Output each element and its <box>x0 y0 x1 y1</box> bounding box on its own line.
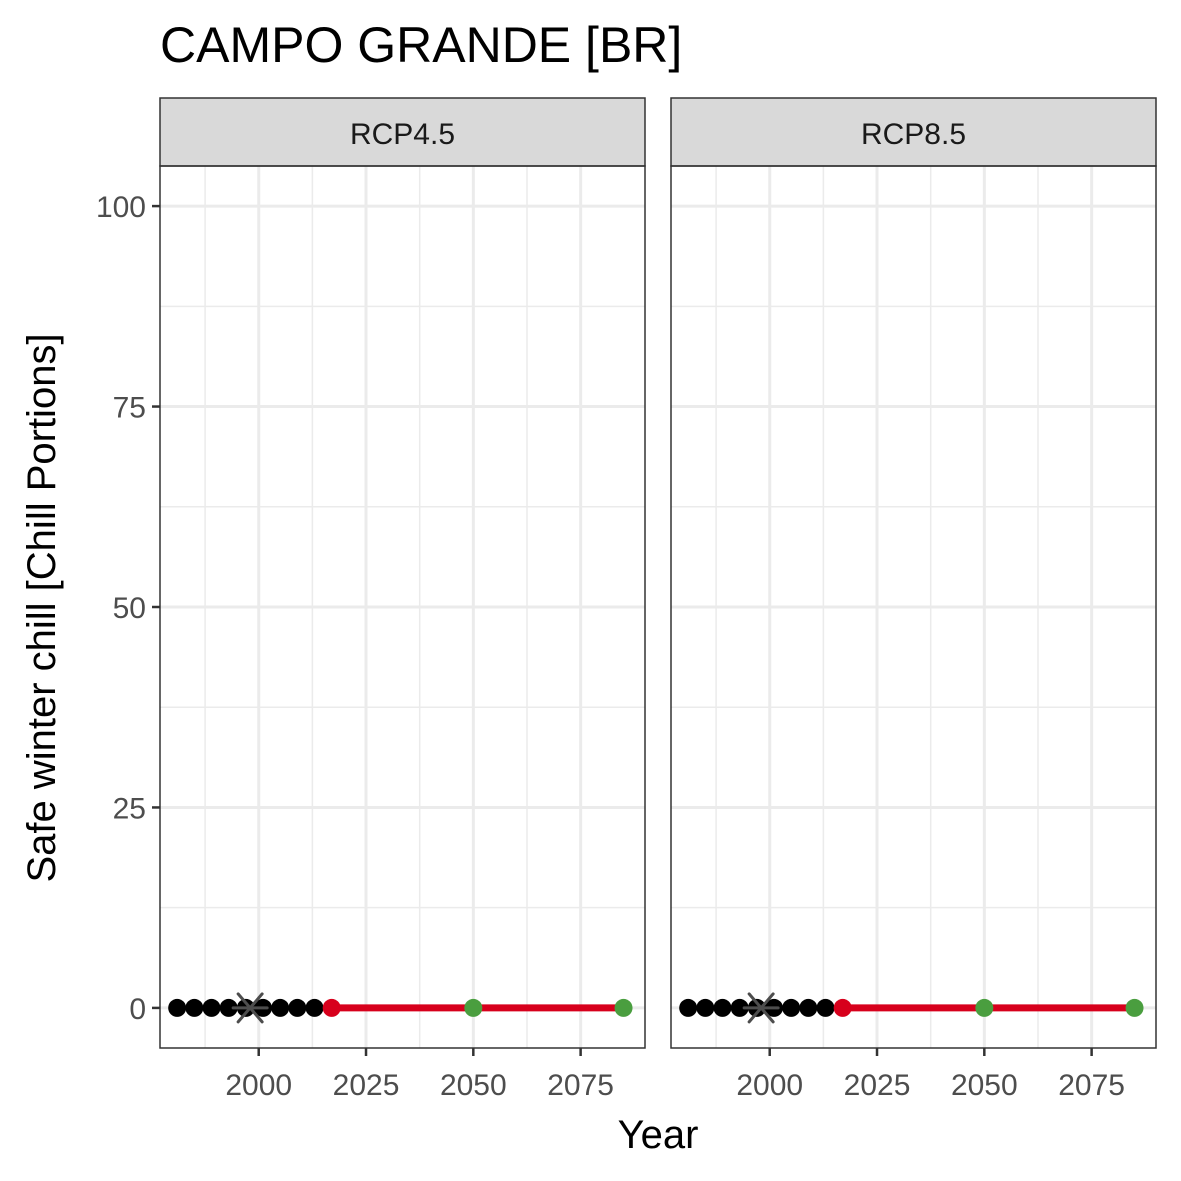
x-axis-title: Year <box>618 1113 699 1157</box>
y-tick-label: 75 <box>113 392 146 425</box>
y-axis-title: Safe winter chill [Chill Portions] <box>20 333 64 882</box>
y-tick-label: 0 <box>129 993 146 1026</box>
historic-point <box>185 998 204 1017</box>
y-tick-label: 100 <box>96 191 146 224</box>
chart-title: CAMPO GRANDE [BR] <box>160 17 682 73</box>
future-point <box>975 998 994 1017</box>
facet-strip <box>159 97 646 167</box>
historic-point <box>679 998 698 1017</box>
historic-point <box>782 998 801 1017</box>
future-point <box>614 998 633 1017</box>
future-point <box>1125 998 1144 1017</box>
y-axis: 0 25 50 75 100 <box>96 191 160 1026</box>
historic-point <box>696 998 715 1017</box>
future-point <box>464 998 483 1017</box>
current-point <box>833 998 852 1017</box>
x-tick-label: 2000 <box>736 1069 803 1102</box>
panel-border <box>670 165 1157 1049</box>
facet-panel-rcp45: RCP4.5 2000 2025 2050 2075 <box>159 97 646 1102</box>
historic-point <box>271 998 290 1017</box>
x-tick-label: 2075 <box>547 1069 614 1102</box>
facets: RCP4.5 2000 2025 2050 2075 RCP8.5 2000 2025 2050… <box>159 97 1157 1102</box>
historic-point <box>288 998 307 1017</box>
facet-strip-label: RCP4.5 <box>350 118 455 151</box>
current-point <box>322 998 341 1017</box>
facet-panel-rcp85: RCP8.5 2000 2025 2050 2075 <box>670 97 1157 1102</box>
y-tick-label: 25 <box>113 792 146 825</box>
x-tick-label: 2075 <box>1058 1069 1125 1102</box>
facet-strip <box>670 97 1157 167</box>
x-tick-label: 2050 <box>951 1069 1018 1102</box>
past-scenario-marker-stroke <box>236 992 264 1024</box>
historic-point <box>730 998 749 1017</box>
historic-point <box>816 998 835 1017</box>
x-tick-label: 2025 <box>844 1069 911 1102</box>
x-tick-label: 2025 <box>333 1069 400 1102</box>
past-scenario-marker-stroke <box>747 992 775 1024</box>
x-tick-label: 2000 <box>225 1069 292 1102</box>
historic-point <box>713 998 732 1017</box>
facet-strip-label: RCP8.5 <box>861 118 966 151</box>
historic-point <box>305 998 324 1017</box>
past-scenario-marker <box>742 992 780 1024</box>
historic-point <box>202 998 221 1017</box>
historic-point <box>799 998 818 1017</box>
past-scenario-marker <box>231 992 269 1024</box>
historic-point <box>219 998 238 1017</box>
x-tick-label: 2050 <box>440 1069 507 1102</box>
y-tick-label: 50 <box>113 592 146 625</box>
historic-point <box>168 998 187 1017</box>
